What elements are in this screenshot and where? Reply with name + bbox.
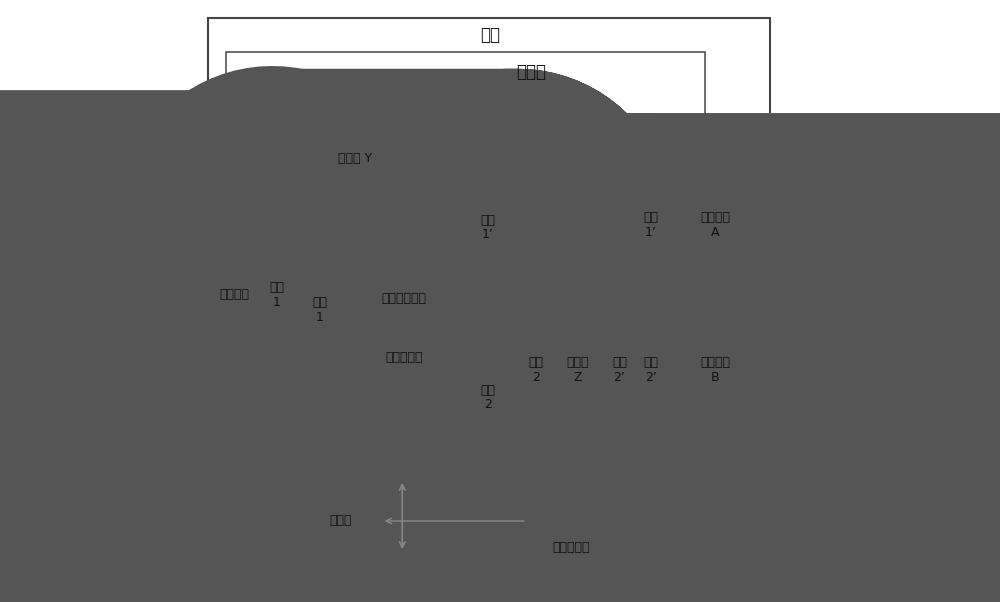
Bar [630,325,758,415]
Text: 协议
2: 协议 2 [480,383,495,412]
Ellipse shape [528,499,615,521]
Bar [303,140,504,480]
Text: 驱动器 Y: 驱动器 Y [338,152,372,164]
Text: 协议转换器: 协议转换器 [385,351,423,364]
Text: 文件存储器: 文件存储器 [553,541,590,554]
Text: 输入设备: 输入设备 [220,288,250,302]
Bar [300,490,382,552]
Text: 主机: 主机 [480,26,500,44]
Bar [471,315,504,480]
Bar [672,325,758,415]
Bar [556,325,600,415]
Text: 存储器: 存储器 [330,515,352,527]
Text: 虚拟输入设备: 虚拟输入设备 [382,291,427,305]
Bar [630,175,758,275]
Bar [337,270,471,480]
Bar [600,325,639,415]
Ellipse shape [528,564,615,586]
Bar [261,255,293,335]
Text: 协议
2’: 协议 2’ [612,356,627,384]
Bar [672,175,758,275]
Text: 协议
1: 协议 1 [312,296,327,324]
Text: 协议
2: 协议 2 [528,356,543,384]
Text: 协议
2’: 协议 2’ [644,356,659,384]
Bar [349,330,459,385]
Bar [471,140,504,315]
Bar [630,175,672,275]
Text: 处理器: 处理器 [516,63,546,81]
Text: 协议
1’: 协议 1’ [480,214,495,241]
Bar [516,325,556,415]
Text: 软件模块
B: 软件模块 B [700,356,730,384]
Bar [630,325,672,415]
Text: 协议
1: 协议 1 [269,281,284,309]
Bar [303,140,337,480]
Bar [208,255,261,335]
Text: 协议
1’: 协议 1’ [644,211,659,239]
Text: 软件模块
A: 软件模块 A [700,211,730,239]
Text: 驱动器
Z: 驱动器 Z [566,356,589,384]
Bar [226,52,705,522]
